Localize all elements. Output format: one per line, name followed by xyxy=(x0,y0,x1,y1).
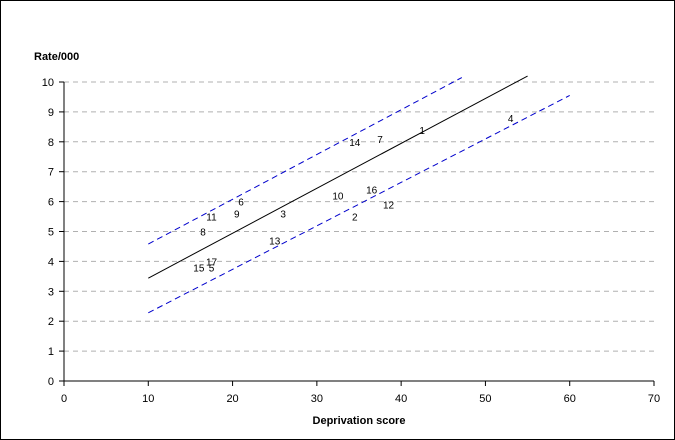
confidence-bound-line xyxy=(148,95,570,314)
data-point-label: 10 xyxy=(332,192,344,203)
x-tick-label: 50 xyxy=(479,393,491,405)
data-point-label: 7 xyxy=(377,135,383,146)
y-tick-label: 6 xyxy=(48,197,54,209)
data-point-label: 11 xyxy=(206,213,217,224)
x-axis-title: Deprivation score xyxy=(313,415,406,427)
y-tick-label: 3 xyxy=(48,286,54,298)
x-tick-label: 40 xyxy=(395,393,407,405)
data-point-label: 6 xyxy=(238,198,244,209)
data-point-label: 12 xyxy=(383,201,395,212)
y-tick-label: 5 xyxy=(48,227,54,239)
y-tick-label: 9 xyxy=(48,107,54,119)
x-tick-label: 10 xyxy=(142,393,154,405)
data-point-label: 5 xyxy=(209,263,215,274)
x-tick-label: 70 xyxy=(648,393,660,405)
x-tick-labels: 0 10 20 30 40 50 60 70 xyxy=(61,393,660,405)
y-tick-label: 2 xyxy=(48,316,54,328)
y-axis-title: Rate/000 xyxy=(34,51,79,63)
y-tick-label: 8 xyxy=(48,137,54,149)
x-tick-label: 0 xyxy=(61,393,67,405)
regression-line xyxy=(148,75,528,279)
data-point-label: 13 xyxy=(269,236,281,247)
x-tick-label: 20 xyxy=(226,393,238,405)
data-point-label: 1 xyxy=(419,126,425,137)
y-tick-label: 0 xyxy=(48,376,54,388)
data-point-label: 14 xyxy=(349,138,361,149)
y-tick-labels: 0 1 2 3 4 5 6 7 8 9 10 xyxy=(42,77,54,388)
y-tick-label: 10 xyxy=(42,77,54,89)
data-point-label: 15 xyxy=(193,263,205,274)
y-tick-label: 1 xyxy=(48,346,54,358)
data-point-label: 8 xyxy=(200,228,206,239)
data-point-label: 2 xyxy=(352,213,358,224)
fit-lines xyxy=(148,75,570,314)
x-tick-label: 60 xyxy=(564,393,576,405)
data-point-label: 16 xyxy=(366,186,378,197)
data-point-label: 9 xyxy=(234,210,240,221)
y-tick-label: 4 xyxy=(48,256,54,268)
y-tick-label: 7 xyxy=(48,167,54,179)
axes xyxy=(59,81,655,386)
data-point-label: 17 xyxy=(206,257,218,268)
data-point-label: 4 xyxy=(508,114,514,125)
x-tick-label: 30 xyxy=(311,393,323,405)
data-point-label: 3 xyxy=(280,210,286,221)
confidence-bound-line xyxy=(148,77,463,245)
